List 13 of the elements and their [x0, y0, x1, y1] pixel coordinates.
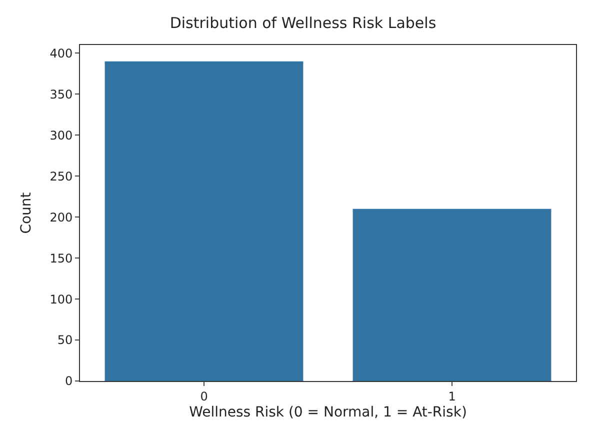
y-tick-label: 150 [50, 251, 73, 266]
y-axis-title: Count [18, 192, 34, 234]
y-tick-label: 400 [50, 46, 73, 60]
y-tick-label: 350 [50, 87, 73, 102]
y-tick-label: 0 [64, 374, 73, 388]
y-tick-label: 50 [57, 333, 73, 348]
y-tick-label: 250 [50, 169, 73, 184]
y-tick-label: 300 [50, 128, 73, 142]
chart-title: Distribution of Wellness Risk Labels [170, 14, 436, 32]
y-tick-label: 100 [50, 292, 73, 306]
x-axis-title: Wellness Risk (0 = Normal, 1 = At-Risk) [189, 404, 467, 421]
y-tick-label: 200 [50, 210, 73, 224]
x-tick-label: 1 [448, 389, 456, 404]
